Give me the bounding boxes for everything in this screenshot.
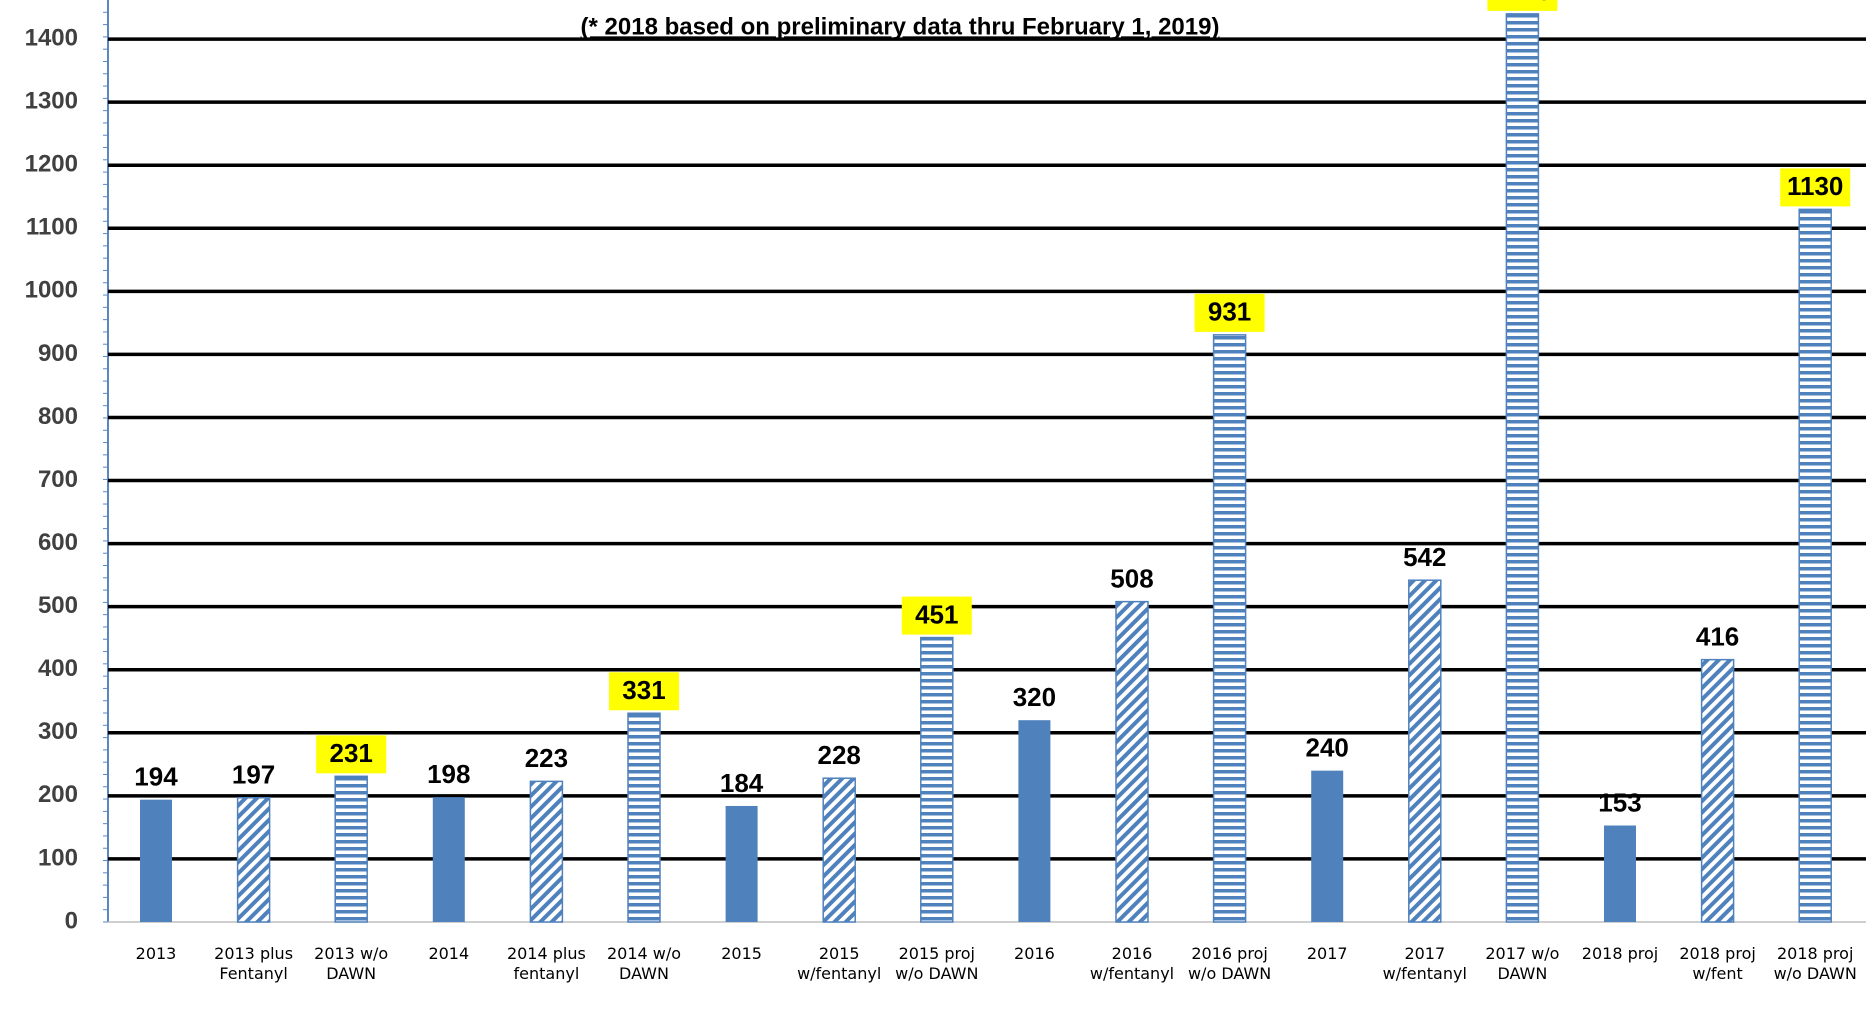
y-tick-label: 0 [65,907,78,934]
bar [1798,208,1832,923]
data-label: 508 [1110,564,1153,594]
bar [920,636,954,923]
bar [1408,579,1442,923]
y-tick-label: 1300 [25,88,78,115]
x-tick-label: 2018 proj w/fent [1679,944,1756,983]
x-tick-label: 2017 w/fentanyl [1382,944,1467,983]
bar [1212,334,1247,923]
bar [1115,600,1149,923]
bar [725,805,758,922]
y-tick-label: 300 [38,718,78,745]
label-highlight [1487,0,1558,11]
data-label: 416 [1696,622,1739,652]
y-tick-label: 400 [38,655,78,682]
bar [1700,658,1735,923]
data-label: 198 [427,759,470,789]
data-label: 231 [330,738,373,768]
data-label: 320 [1013,682,1056,712]
x-tick-label: 2016 [1014,944,1055,963]
x-tick-label: 2017 w/o DAWN [1485,944,1560,983]
x-tick-label: 2014 plus fentanyl [506,944,586,983]
x-tick-label: 2013 [135,944,177,963]
data-label: 184 [720,768,764,798]
x-tick-label: 2015 [721,944,762,963]
data-label: 1440 [1493,0,1551,6]
x-tick-label: 2016 proj w/o DAWN [1187,944,1272,983]
data-label: 223 [525,743,568,773]
bar [1505,13,1540,923]
x-tick-label: 2014 w/o DAWN [606,944,682,983]
label-highlight [1194,293,1265,332]
y-tick-label: 1200 [25,151,78,178]
x-tick-label: 2014 [428,944,470,963]
x-tick-label: 2015 w/fentanyl [797,944,882,983]
bar [627,712,661,923]
data-label: 451 [915,599,958,629]
data-label: 1130 [1787,171,1843,201]
bar [1311,770,1344,922]
data-label: 931 [1208,297,1251,327]
label-highlight [609,672,679,711]
data-label: 542 [1403,542,1446,572]
data-label: 331 [622,675,665,705]
bar [1018,720,1051,922]
label-highlight [316,735,387,774]
data-label: 197 [232,760,275,790]
label-highlight [1780,168,1851,207]
bar [1604,825,1636,922]
x-tick-label: 2018 proj w/o DAWN [1773,944,1857,983]
x-tick-label: 2018 proj [1581,944,1659,963]
y-tick-label: 1100 [26,214,78,241]
data-label: 240 [1306,733,1349,763]
y-tick-label: 700 [38,466,78,493]
y-tick-label: 100 [38,844,78,871]
bar [432,797,465,922]
y-tick-label: 600 [38,529,78,556]
label-highlight [901,596,972,635]
chart-subtitle: (* 2018 based on preliminary data thru F… [581,13,1220,40]
x-tick-label: 2016 w/fentanyl [1089,944,1175,983]
y-tick-label: 900 [38,340,78,367]
bar [236,797,271,923]
y-tick-label: 800 [38,403,78,430]
bar [334,775,368,923]
x-tick-label: 2013 plus Fentanyl [214,944,294,983]
x-tick-label: 2013 w/o DAWN [314,944,389,983]
bar [822,777,856,923]
data-label: 153 [1598,787,1641,817]
bar [529,780,564,923]
y-tick-label: 500 [38,592,78,619]
data-label: 194 [134,762,178,792]
y-tick-label: 1000 [25,277,78,304]
x-tick-label: 2015 proj w/o DAWN [895,944,979,983]
data-label: 228 [818,740,861,770]
y-tick-label: 1400 [25,24,78,51]
y-tick-label: 200 [38,781,78,808]
x-tick-label: 2017 [1306,944,1348,963]
bar [140,799,172,922]
